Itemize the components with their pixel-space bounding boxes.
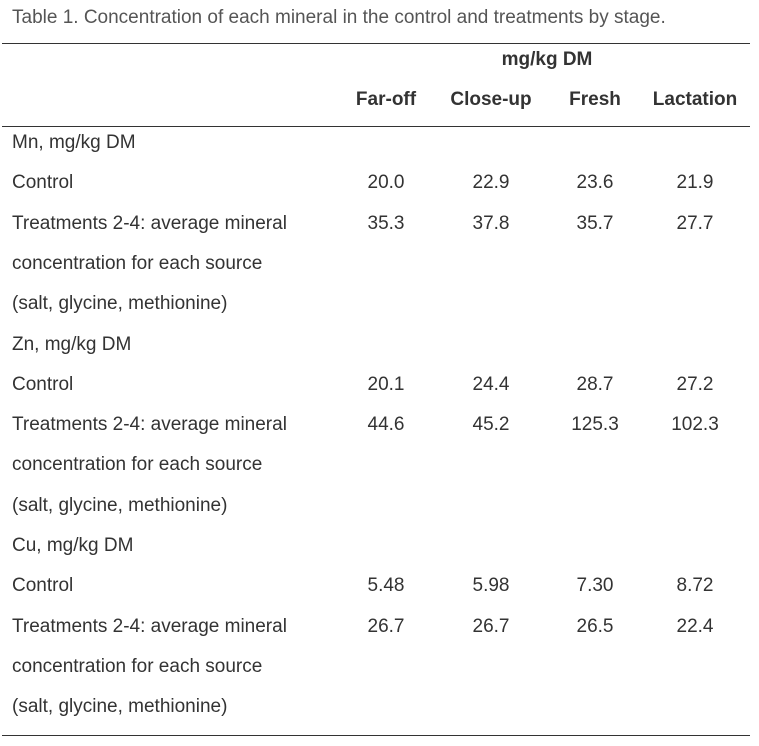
mn-section-heading: Mn, mg/kg DM (12, 132, 136, 153)
top-rule (2, 43, 750, 44)
zn-control-value: 24.4 (472, 373, 510, 395)
column-header-close-up: Close-up (450, 89, 532, 110)
mn-treatment-label-line: concentration for each source (12, 252, 263, 274)
cu-treatment-value: 26.5 (576, 615, 614, 637)
mn-control-value: 23.6 (576, 172, 614, 194)
zn-control-value: 27.2 (676, 373, 714, 395)
cu-treatment-value: 26.7 (472, 615, 510, 637)
mn-control-label: Control (12, 172, 74, 194)
mn-control-value: 22.9 (472, 172, 510, 194)
zn-treatment-value: 44.6 (367, 414, 405, 436)
zn-section-heading: Zn, mg/kg DM (12, 333, 132, 355)
zn-treatment-value: 125.3 (571, 414, 619, 436)
zn-treatment-label-line: Treatments 2-4: average mineral (12, 414, 287, 436)
column-header-lactation: Lactation (652, 89, 738, 110)
mn-treatment-value: 27.7 (676, 212, 714, 234)
mn-control-value: 21.9 (676, 172, 714, 194)
cu-treatment-value: 26.7 (367, 615, 405, 637)
mn-treatment-value: 35.7 (576, 212, 614, 234)
zn-treatment-label-line: (salt, glycine, methionine) (12, 494, 228, 516)
zn-control-value: 20.1 (367, 373, 405, 395)
zn-control-value: 28.7 (576, 373, 614, 395)
cu-control-label: Control (12, 575, 74, 597)
cu-treatment-label-line: (salt, glycine, methionine) (12, 696, 228, 718)
header-rule (2, 126, 750, 127)
zn-treatment-label-line: concentration for each source (12, 454, 263, 476)
cu-control-value: 5.48 (367, 575, 405, 597)
cu-section-heading: Cu, mg/kg DM (12, 535, 134, 556)
zn-treatment-value: 45.2 (472, 414, 510, 436)
table-caption: Table 1. Concentration of each mineral i… (12, 7, 666, 28)
units-header: mg/kg DM (501, 49, 593, 70)
mn-treatment-label-line: Treatments 2-4: average mineral (12, 212, 287, 234)
mn-treatment-label-line: (salt, glycine, methionine) (12, 293, 228, 315)
zn-control-label: Control (12, 373, 74, 395)
mn-treatment-value: 37.8 (472, 212, 510, 234)
zn-treatment-value: 102.3 (671, 414, 719, 436)
bottom-rule (2, 735, 750, 736)
cu-treatment-value: 22.4 (676, 615, 714, 637)
cu-control-value: 7.30 (576, 575, 614, 597)
cu-treatment-label-line: concentration for each source (12, 655, 263, 677)
cu-control-value: 8.72 (676, 575, 714, 597)
column-header-far-off: Far-off (355, 89, 417, 110)
mn-control-value: 20.0 (367, 172, 405, 194)
column-header-fresh: Fresh (569, 89, 621, 110)
cu-treatment-label-line: Treatments 2-4: average mineral (12, 615, 287, 637)
mn-treatment-value: 35.3 (367, 212, 405, 234)
cu-control-value: 5.98 (472, 575, 510, 597)
